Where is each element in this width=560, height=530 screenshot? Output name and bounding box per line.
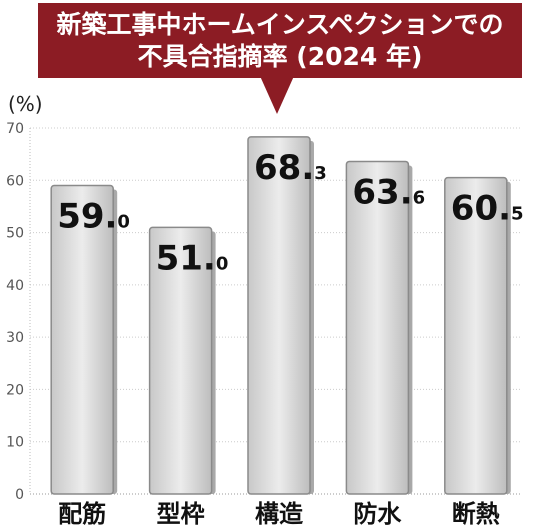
chart-title-line2: 不具合指摘率 (2024 年): [137, 41, 423, 71]
bar: [444, 176, 508, 495]
bar-value-label: 51.0: [156, 238, 229, 278]
bar: [50, 184, 114, 495]
y-axis-unit-label: (%): [8, 92, 43, 116]
x-category-label: 防水: [353, 500, 402, 528]
bar: [148, 226, 213, 495]
y-tick-label: 20: [6, 382, 24, 398]
y-tick-label: 50: [6, 226, 24, 242]
y-tick-label: 70: [6, 121, 24, 137]
y-tick-label: 60: [6, 173, 24, 189]
bar-value-label: 63.6: [352, 172, 425, 212]
y-tick-label: 40: [6, 278, 24, 294]
bar: [247, 136, 311, 495]
bar-value-label: 60.5: [451, 189, 524, 229]
y-tick-label: 0: [15, 487, 24, 503]
x-category-label: 配筋: [58, 500, 106, 528]
title-pointer-arrow: [260, 76, 294, 114]
chart-title-line1: 新築工事中ホームインスペクションでの: [56, 9, 504, 39]
bar-value-label: 59.0: [57, 197, 130, 237]
x-category-label: 断熱: [452, 500, 500, 528]
y-tick-label: 30: [6, 330, 24, 346]
x-category-label: 型枠: [157, 500, 205, 528]
y-tick-label: 10: [6, 435, 24, 451]
chart-title-banner: 新築工事中ホームインスペクションでの 不具合指摘率 (2024 年): [38, 3, 522, 78]
x-category-label: 構造: [255, 500, 303, 528]
bar-value-label: 68.3: [254, 148, 327, 188]
bar: [345, 160, 410, 495]
